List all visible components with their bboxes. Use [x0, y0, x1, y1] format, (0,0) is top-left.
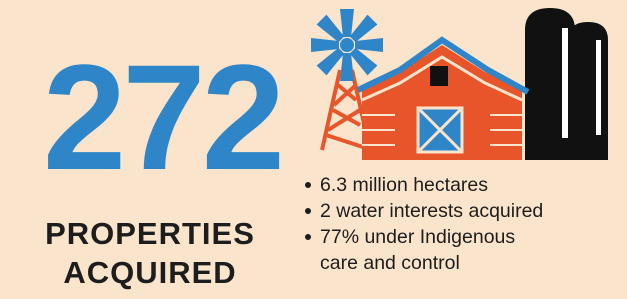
headline-label: PROPERTIES [0, 218, 300, 249]
bullet-item: 6.3 million hectares [300, 172, 543, 198]
infographic: 272 PROPERTIES ACQUIRED 6.3 million hect… [0, 0, 627, 299]
silos [525, 8, 608, 160]
bullet-text: 6.3 million hectares [320, 172, 543, 198]
barn [358, 40, 528, 160]
bullet-item: 2 water interests acquired [300, 198, 543, 224]
farm-illustration [300, 0, 627, 170]
headline-number: 272 [22, 42, 302, 192]
bullet-text: care and control [320, 250, 543, 276]
windmill-blades [311, 9, 383, 81]
bullet-text: 2 water interests acquired [320, 198, 543, 224]
bullet-text: 77% under Indigenous [320, 224, 543, 250]
headline-label: ACQUIRED [0, 257, 300, 288]
